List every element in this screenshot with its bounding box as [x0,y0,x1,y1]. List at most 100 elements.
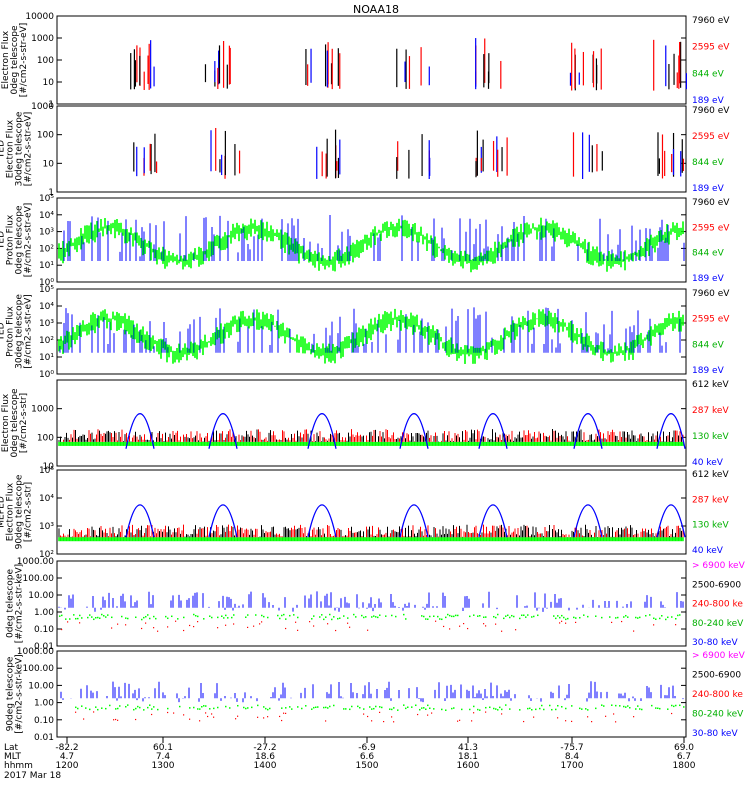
data-point [427,704,429,707]
data-point [531,708,533,711]
data-point [363,616,365,619]
data-point [327,623,329,625]
panel-frame [56,650,687,738]
y-axis-label: TED Electron Flux 30deg telescope [#/cm2-s-… [0,111,34,186]
data-point [679,614,681,616]
legend-entry: 2595 eV [692,43,730,53]
data-point [397,709,399,711]
data-point [443,625,445,628]
data-point [77,617,79,620]
data-point [543,708,545,711]
data-point [389,708,391,710]
y-tick-label: 10 [43,78,55,88]
series-line [125,504,155,538]
series-line [478,413,508,449]
y-tick-label: 10⁰ [39,278,54,288]
data-point [281,614,283,617]
data-point [305,705,307,707]
data-point [457,720,459,722]
data-point [315,706,317,709]
data-point [369,706,371,708]
data-point [127,704,129,706]
data-point [183,714,185,716]
data-point [531,616,533,618]
data-point [263,615,265,618]
x-mlt-label: 18.1 [458,752,478,762]
x-hhmm-label: 1800 [673,761,696,771]
y-tick-label: 10² [39,336,54,346]
data-point [133,708,135,711]
y-tick-label: 10³ [39,522,54,532]
data-point [433,615,435,617]
series-line [399,504,429,538]
data-point [519,709,521,711]
data-point [261,614,263,617]
data-point [485,706,487,709]
data-point [655,618,657,621]
data-point [269,707,271,710]
legend-entry: 7960 eV [692,16,730,26]
data-point [343,708,345,710]
data-point [225,624,227,626]
data-point [155,617,157,620]
data-point [629,706,631,709]
data-point [107,614,109,616]
data-point [73,614,75,616]
data-point [421,707,423,709]
data-point [197,615,199,618]
data-point [247,707,249,709]
panel-frame [56,469,687,555]
y-tick-label: 10³ [39,319,54,329]
data-point [261,621,263,623]
data-point [117,719,119,721]
data-point [171,615,173,618]
data-point [587,615,589,618]
y-axis-label-line: 0deg telescope [15,205,25,275]
data-point [623,616,625,618]
data-point [513,615,515,618]
data-point [527,707,529,710]
legend-entry: 7960 eV [692,198,730,208]
y-axis-label: 90deg telescope [#/cm2-s-str-keV] [6,654,25,733]
data-point [175,620,177,622]
data-point [447,613,449,616]
data-point [263,717,265,719]
data-point [205,712,207,714]
data-point [193,613,195,616]
data-point [359,706,361,709]
plot-title: NOAA18 [353,3,399,16]
data-point [357,705,359,708]
y-tick-label: 1000 [31,102,54,112]
data-point [391,716,393,718]
legend-entry: > 6900 keV [692,651,746,661]
data-point [541,704,543,707]
data-point [483,623,485,625]
data-point [445,709,447,711]
panel-frame [56,15,687,105]
data-point [267,616,269,619]
series-line [478,504,508,538]
data-point [379,614,381,616]
data-point [223,617,225,619]
data-point [379,711,381,713]
data-point [149,704,151,706]
data-point [571,720,573,723]
legend-entry: 844 eV [692,340,725,350]
data-point [525,616,527,618]
data-point [75,711,77,713]
data-point [523,720,525,723]
data-point [601,616,603,619]
y-tick-label: 1000.00 [17,557,54,567]
data-point [83,718,85,720]
data-point [405,707,407,710]
data-point [497,709,499,711]
series-marks [58,413,686,449]
data-point [89,614,91,616]
data-point [309,621,311,623]
y-tick-label: 10¹ [39,353,54,363]
data-point [675,624,677,626]
data-point [495,623,497,625]
data-point [371,720,373,722]
data-point [613,713,615,715]
